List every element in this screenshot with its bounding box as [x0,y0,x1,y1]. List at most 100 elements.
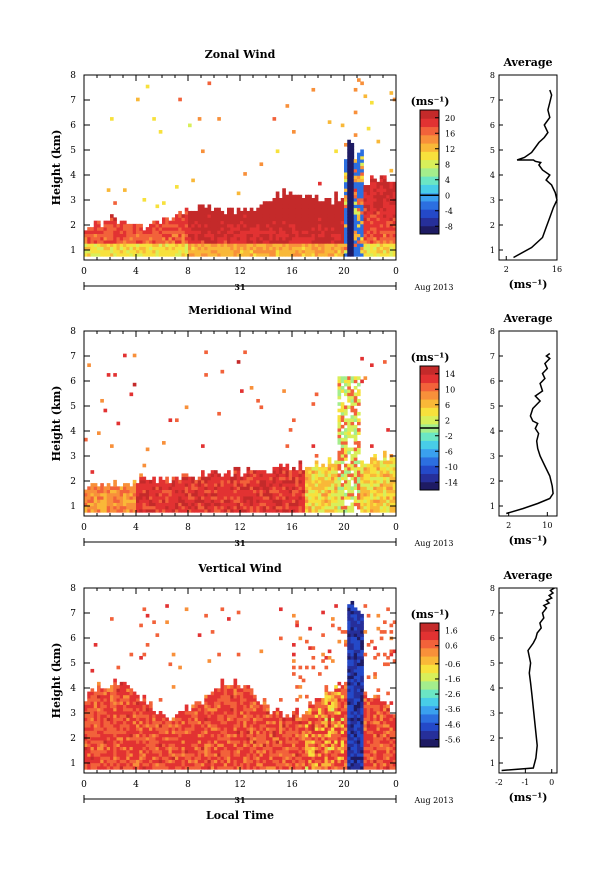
heatmap-cell [351,503,355,507]
heatmap-cell [165,717,169,721]
heatmap-cell [364,227,368,231]
heatmap-cell [295,743,299,747]
heatmap-cell [308,221,312,225]
heatmap-cell [143,698,147,702]
heatmap-cell [312,470,316,474]
heatmap-cell [273,237,277,241]
heatmap-cell [227,743,231,747]
heatmap-cell [328,204,332,208]
heatmap-cell [227,766,231,770]
heatmap-cell [351,175,355,179]
heatmap-cell [208,743,212,747]
heatmap-cell [143,230,147,234]
heatmap-cell [344,253,348,257]
heatmap-cell [334,149,338,153]
heatmap-cell [328,217,332,221]
heatmap-cell [123,234,127,238]
heatmap-cell [383,253,387,257]
heatmap-cell [172,477,176,481]
heatmap-cell [354,208,358,212]
heatmap-cell [100,743,104,747]
heatmap-cell [120,224,124,228]
heatmap-cell [208,734,212,738]
heatmap-cell [354,454,358,458]
heatmap-cell [217,698,221,702]
heatmap-cell [318,217,322,221]
heatmap-cell [354,486,358,490]
heatmap-cell [289,237,293,241]
heatmap-cell [110,247,114,251]
heatmap-cell [240,506,244,510]
heatmap-cell [390,243,394,247]
heatmap-cell [159,243,163,247]
heatmap-cell [373,195,377,199]
heatmap-cell [308,195,312,199]
heatmap-cell [91,230,95,234]
heatmap-cell [263,227,267,231]
heatmap-cell [217,243,221,247]
heatmap-cell [279,253,283,257]
heatmap-cell [318,724,322,728]
heatmap-cell [380,237,384,241]
heatmap-cell [139,756,143,760]
heatmap-cell [347,211,351,215]
heatmap-cell [344,204,348,208]
heatmap-cell [175,243,179,247]
heatmap-cell [243,499,247,503]
heatmap-cell [390,185,394,189]
heatmap-cell [172,717,176,721]
heatmap-cell [269,473,273,477]
heatmap-cell [341,460,345,464]
heatmap-cell [354,464,358,468]
heatmap-cell [318,477,322,481]
heatmap-cell [195,708,199,712]
heatmap-cell [91,766,95,770]
heatmap-cell [224,253,228,257]
heatmap-cell [91,724,95,728]
heatmap-cell [338,211,342,215]
colorbar-swatch [420,473,439,482]
heatmap-cell [351,399,355,403]
heatmap-cell [224,506,228,510]
heatmap-cell [256,490,260,494]
heatmap-cell [130,250,134,254]
heatmap-cell [318,766,322,770]
heatmap-cell [198,711,202,715]
heatmap-cell [273,253,277,257]
heatmap-cell [312,730,316,734]
heatmap-cell [260,743,264,747]
heatmap-cell [221,370,225,374]
heatmap-cell [146,250,150,254]
heatmap-cell [243,701,247,705]
heatmap-cell [188,224,192,228]
heatmap-cell [292,227,296,231]
heatmap-cell [341,230,345,234]
heatmap-cell [250,756,254,760]
heatmap-cell [94,493,98,497]
heatmap-cell [308,646,312,650]
heatmap-cell [263,470,267,474]
heatmap-cell [146,721,150,725]
heatmap-cell [386,480,390,484]
heatmap-cell [224,503,228,507]
heatmap-cell [273,721,277,725]
heatmap-cell [318,480,322,484]
heatmap-cell [214,217,218,221]
heatmap-cell [282,717,286,721]
heatmap-cell [237,701,241,705]
heatmap-cell [354,428,358,432]
heatmap-cell [133,695,137,699]
heatmap-cell [308,496,312,500]
heatmap-cell [97,756,101,760]
heatmap-cell [295,227,299,231]
heatmap-cell [110,240,114,244]
heatmap-cell [256,224,260,228]
heatmap-cell [169,503,173,507]
heatmap-cell [286,496,290,500]
heatmap-cell [156,221,160,225]
heatmap-cell [247,250,251,254]
heatmap-cell [364,195,368,199]
heatmap-cell [133,503,137,507]
heatmap-cell [185,499,189,503]
heatmap-cell [331,486,335,490]
